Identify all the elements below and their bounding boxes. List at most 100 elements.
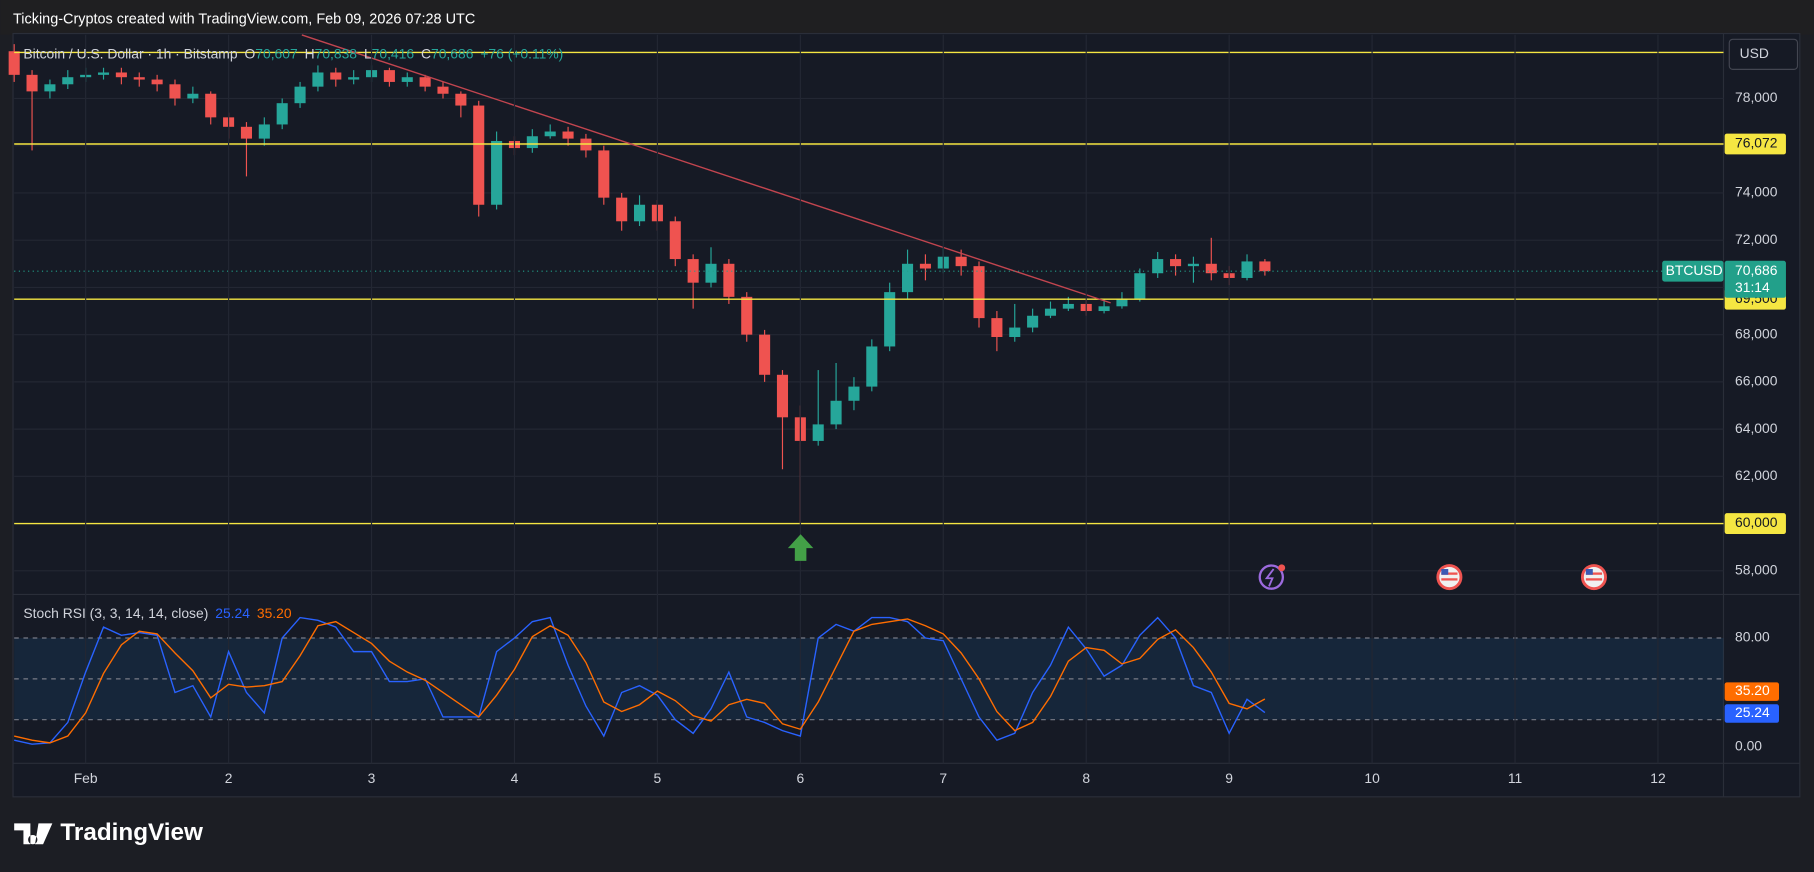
candle-body: [776, 374, 789, 418]
x-tick-label: 5: [654, 770, 662, 786]
ohlc-value: 70,838: [315, 45, 358, 61]
candle-body: [1044, 308, 1057, 316]
candle-body: [723, 263, 735, 297]
candle-body: [848, 386, 860, 401]
event-icon[interactable]: [1258, 564, 1286, 590]
stoch-value-label: 35.20: [1735, 682, 1770, 698]
legend: Bitcoin / U.S. Dollar · 1h · Bitstamp O70…: [23, 45, 563, 61]
candle-body: [884, 292, 896, 347]
candle-body: [1062, 303, 1074, 309]
candle-body: [44, 84, 56, 92]
stoch-legend: Stoch RSI (3, 3, 14, 14, close) 25.24 35.2…: [23, 605, 291, 621]
candle-body: [687, 259, 699, 283]
candle-body: [473, 105, 485, 205]
y-tick-label: 64,000: [1735, 420, 1778, 436]
currency-button[interactable]: [1728, 38, 1799, 70]
last-price-box: [1724, 260, 1786, 298]
candle-body: [902, 263, 914, 293]
candle-body: [759, 334, 771, 375]
candle-body: [205, 93, 217, 118]
x-tick-label: 9: [1225, 770, 1233, 786]
candle-body: [455, 93, 467, 106]
candle-body: [1027, 315, 1039, 328]
level-label-box: [1724, 513, 1786, 534]
ohlc-value: 70,686: [431, 45, 474, 61]
credit: Ticking-Cryptos created with TradingView…: [13, 11, 475, 27]
brand-logo: [14, 823, 53, 845]
event-icon[interactable]: [1436, 564, 1463, 591]
x-tick-label: 2: [225, 770, 233, 786]
stoch-title: Stoch RSI (3, 3, 14, 14, close): [23, 605, 208, 621]
y-tick-label: 66,000: [1735, 373, 1778, 389]
symbol-title: Bitcoin / U.S. Dollar · 1h · Bitstamp: [23, 45, 237, 61]
candle-body: [1187, 263, 1199, 267]
candle-body: [812, 424, 824, 441]
candle-body: [330, 72, 342, 80]
candle-body: [1116, 299, 1128, 307]
level-label: 76,072: [1735, 135, 1778, 151]
candle-body: [633, 204, 646, 222]
candle-body: [240, 126, 252, 139]
candle-body: [491, 140, 503, 205]
plot: 58,00060,00062,00064,00066,00068,00070,0…: [8, 34, 1786, 786]
candle-body: [991, 318, 1003, 338]
candle-body: [562, 131, 574, 139]
ohlc-value: 70,416: [372, 45, 415, 61]
level-label-box: [1724, 133, 1786, 155]
symbol-box: [1662, 260, 1724, 282]
stoch-value-box: [1724, 682, 1779, 701]
stoch-value-label: 25.24: [1735, 704, 1770, 720]
x-tick-label: 6: [796, 770, 804, 786]
candle-body: [26, 74, 38, 92]
candle-body: [544, 131, 556, 137]
candle-body: [830, 400, 842, 425]
currency[interactable]: USD: [1740, 45, 1769, 61]
candle-body: [312, 72, 324, 87]
candle-body: [1134, 273, 1146, 300]
trendline: [301, 34, 1111, 304]
candle-body: [169, 84, 181, 99]
stoch-line: [14, 618, 1266, 744]
candle-body: [598, 150, 610, 198]
y-tick-label: 78,000: [1735, 89, 1778, 105]
candle-body: [133, 77, 145, 80]
countdown: 31:14: [1735, 279, 1770, 295]
candle-body: [348, 77, 360, 80]
x-tick-label: 7: [939, 770, 947, 786]
y-tick-label: 58,000: [1735, 561, 1778, 577]
ohlc-key: L: [364, 45, 372, 61]
ohlc-key: H: [305, 45, 315, 61]
candle-body: [1152, 259, 1164, 274]
x-tick-label: 10: [1364, 770, 1380, 786]
chart-frame: [12, 32, 1801, 798]
candle-body: [151, 79, 163, 85]
candle-body: [866, 346, 878, 387]
candle-body: [258, 124, 270, 139]
candle-body: [62, 77, 74, 85]
candle-body: [437, 86, 449, 94]
candle-body: [419, 77, 431, 87]
candle-body: [1170, 259, 1182, 267]
ohlc-value: 70,607: [255, 45, 298, 61]
candle-body: [1259, 261, 1271, 272]
candle-body: [705, 263, 717, 283]
candle-body: [919, 263, 931, 269]
stoch-legend-value: 25.24: [215, 605, 250, 621]
brand: TradingView: [60, 819, 203, 846]
last-price-label: 70,686: [1735, 262, 1778, 278]
stoch-value-box: [1724, 704, 1779, 723]
x-tick-label: 11: [1508, 770, 1523, 786]
y-tick-label: 62,000: [1735, 467, 1778, 483]
candle-body: [1098, 306, 1110, 312]
symbol-label: BTCUSD: [1666, 262, 1723, 278]
y-tick-label: 68,000: [1735, 325, 1778, 341]
event-icon[interactable]: [1580, 564, 1607, 591]
change: +76 (+0.11%): [480, 45, 563, 61]
candle-body: [973, 266, 985, 319]
up-arrow: [787, 534, 814, 561]
candle-body: [294, 86, 306, 104]
y-tick-label: 72,000: [1735, 231, 1778, 247]
candle-body: [8, 51, 20, 75]
stoch-legend-value: 35.20: [257, 605, 292, 621]
candle-body: [187, 93, 199, 99]
